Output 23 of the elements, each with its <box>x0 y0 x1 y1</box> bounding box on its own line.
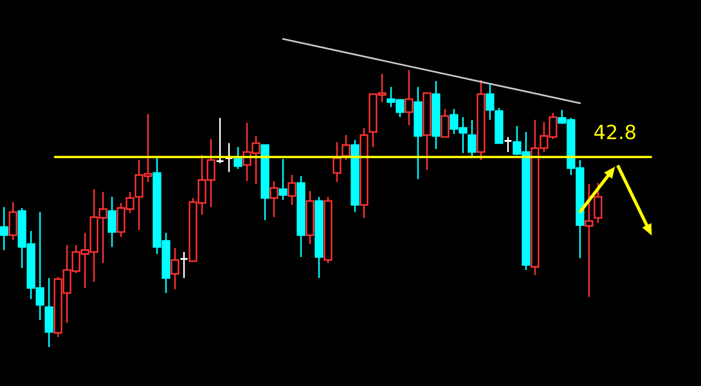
candlestick <box>270 180 278 218</box>
candlestick <box>584 183 594 298</box>
candlestick <box>504 136 512 153</box>
candlestick <box>350 139 360 213</box>
candlestick <box>170 247 180 290</box>
candlestick <box>288 174 296 206</box>
candlestick <box>108 196 116 248</box>
candlestick <box>314 196 324 279</box>
candlestick <box>234 146 242 170</box>
candlestick <box>414 86 422 180</box>
candlestick <box>44 277 54 348</box>
candlestick <box>332 141 342 183</box>
candlestick <box>296 175 306 258</box>
candlestick <box>306 190 314 245</box>
candlestick <box>594 182 602 224</box>
candlestick <box>180 251 188 279</box>
candlestick <box>8 201 18 241</box>
candlestick <box>0 206 8 251</box>
candlestick <box>404 69 414 126</box>
candlestick <box>432 80 440 150</box>
candlestick <box>278 158 288 201</box>
candlestick <box>360 127 368 219</box>
annotation: 42.8 <box>594 124 636 140</box>
